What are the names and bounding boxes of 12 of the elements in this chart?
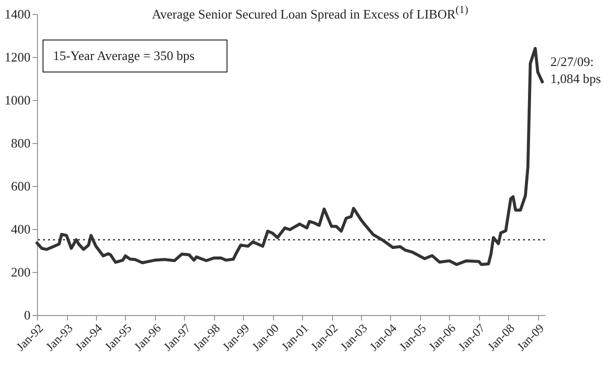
y-tick-label: 400 (11, 222, 30, 236)
annotation: 15-Year Average = 350 bps (53, 48, 195, 63)
y-tick-label: 1200 (4, 50, 30, 64)
y-tick-label: 600 (11, 178, 30, 194)
chart-title: Average Senior Secured Loan Spread in Excess of LIBOR$^{(1)}$ (150, 4, 470, 22)
y-tick-label: 800 (11, 136, 30, 150)
line-series (36, 46, 544, 266)
y-tick-label: 0 (24, 308, 30, 322)
annotation: 2/27/09: 1,084 bps (550, 54, 601, 86)
y-tick-label: 1400 (4, 6, 30, 22)
y-tick-label: 1000 (4, 92, 30, 108)
y-tick-label: 200 (11, 264, 30, 280)
